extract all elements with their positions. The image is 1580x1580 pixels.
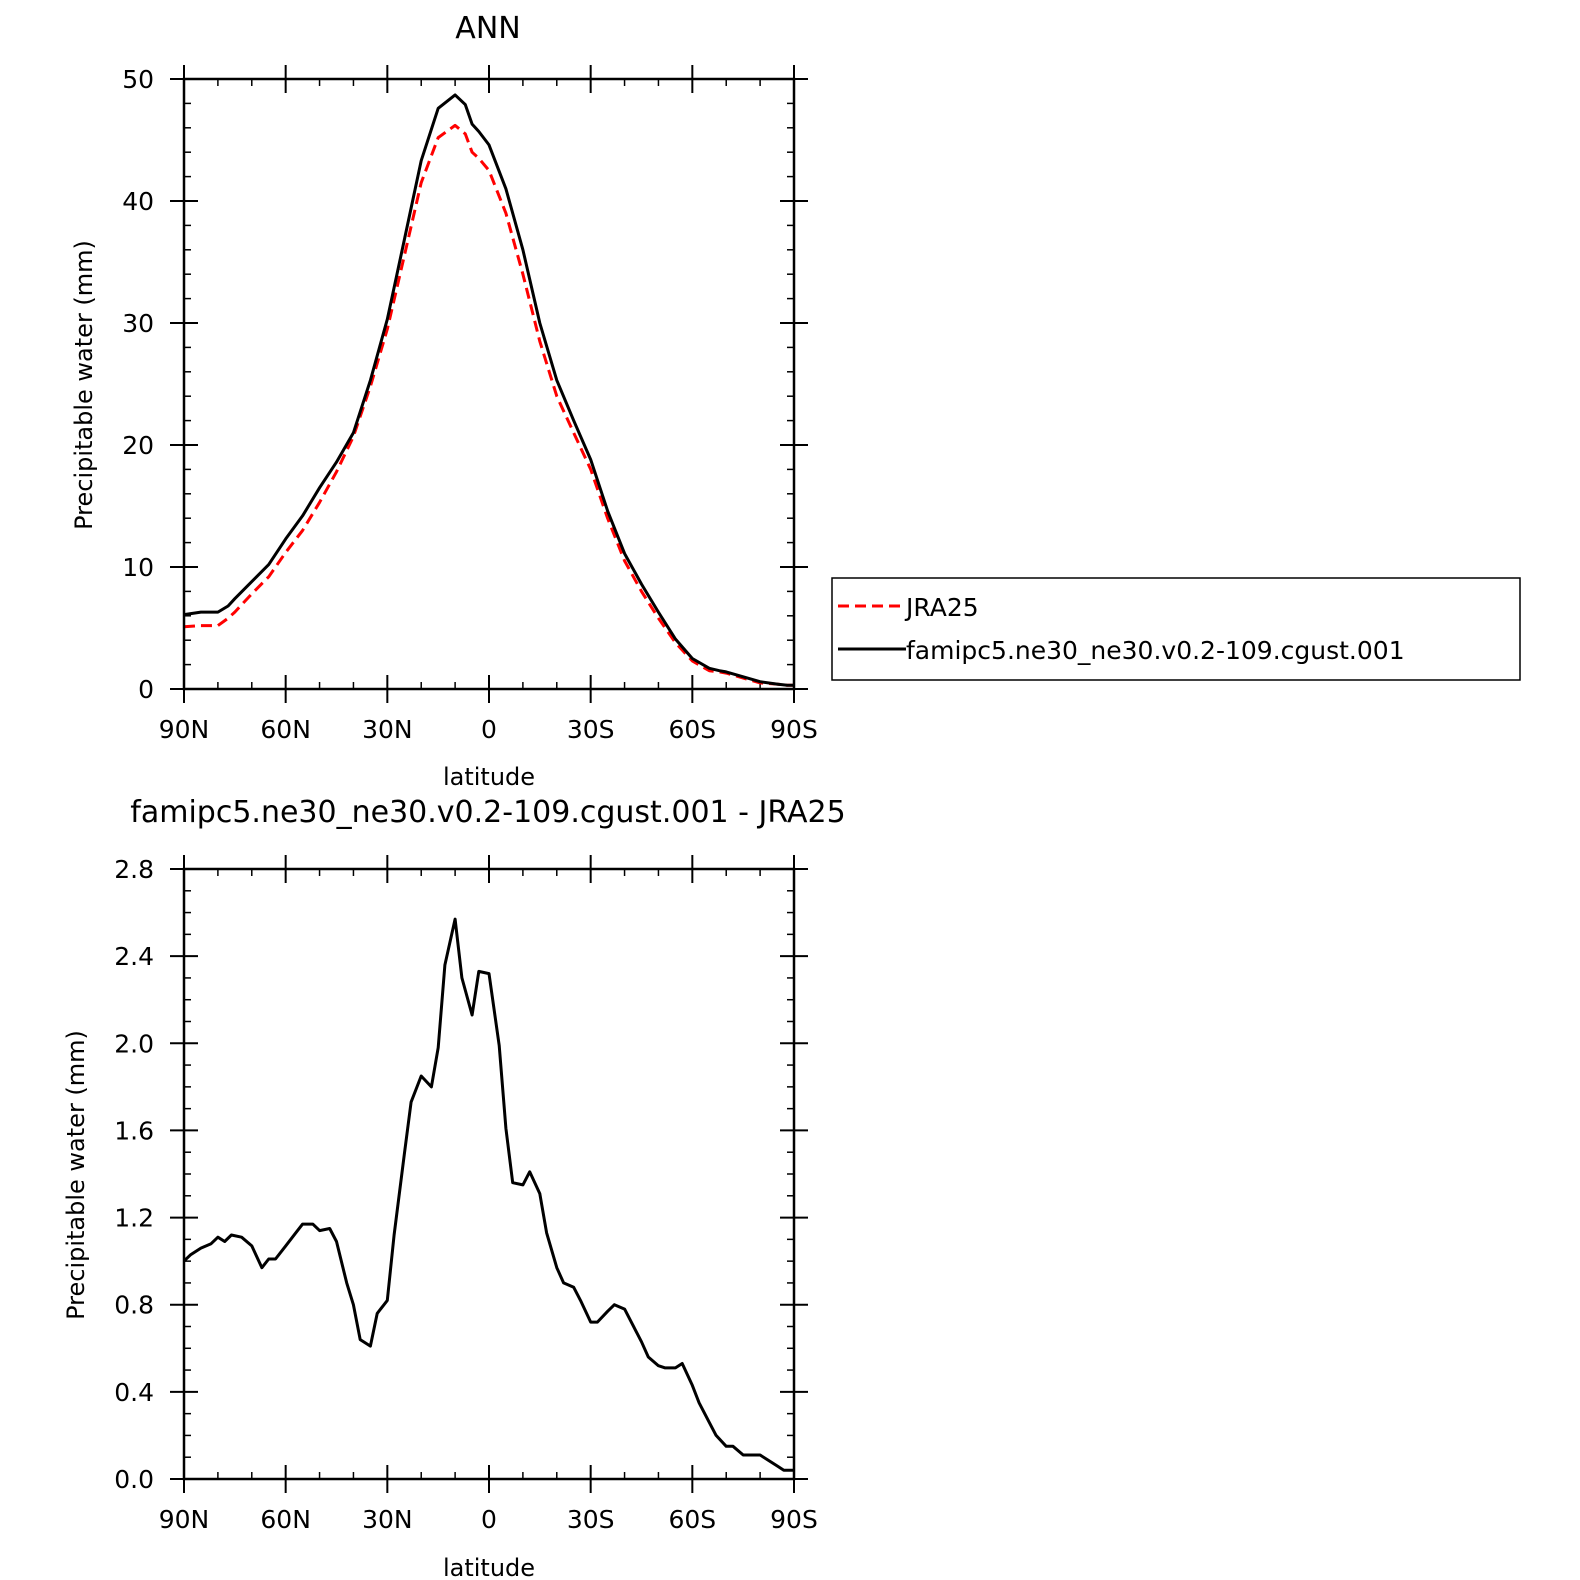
tick-marks bbox=[170, 65, 808, 703]
series-lines bbox=[182, 917, 794, 1472]
x-tick-label: 30S bbox=[567, 715, 615, 744]
x-tick-label: 60N bbox=[260, 715, 311, 744]
x-tick-label: 0 bbox=[481, 1505, 497, 1534]
y-tick-label: 30 bbox=[122, 309, 154, 338]
legend-box bbox=[831, 577, 1521, 681]
legend-label-jra25: JRA25 bbox=[904, 593, 979, 622]
x-tick-labels: 90N 60N 30N 0 30S 60S 90S bbox=[159, 715, 818, 744]
y-tick-labels: 0.0 0.4 0.8 1.2 1.6 2.0 2.4 2.8 bbox=[114, 855, 154, 1494]
y-tick-label: 1.6 bbox=[114, 1116, 154, 1145]
x-tick-labels: 90N 60N 30N 0 30S 60S 90S bbox=[159, 1505, 818, 1534]
x-tick-label: 90N bbox=[159, 715, 210, 744]
series-line-1 bbox=[183, 93, 794, 687]
y-tick-label: 1.2 bbox=[114, 1204, 154, 1233]
x-tick-label: 60S bbox=[668, 1505, 716, 1534]
y-tick-label: 0.4 bbox=[114, 1378, 154, 1407]
y-tick-labels: 0 10 20 30 40 50 bbox=[122, 65, 154, 704]
annual-mean-panel: ANN 0 10 20 30 40 50 90N 60N 30N 0 30S 60S 90S lati… bbox=[70, 11, 1521, 791]
tick-marks bbox=[170, 855, 808, 1493]
y-tick-label: 10 bbox=[122, 553, 154, 582]
x-tick-label: 0 bbox=[481, 715, 497, 744]
plot-frame bbox=[182, 77, 796, 691]
legend: JRA25 famipc5.ne30_ne30.v0.2-109.cgust.0… bbox=[831, 577, 1521, 681]
y-tick-label: 0 bbox=[138, 675, 154, 704]
x-tick-label: 30N bbox=[362, 715, 413, 744]
x-tick-label: 30S bbox=[567, 1505, 615, 1534]
x-tick-label: 90S bbox=[770, 715, 818, 744]
y-axis-label: Precipitable water (mm) bbox=[70, 240, 98, 530]
plot-frame bbox=[182, 867, 796, 1481]
x-axis-label: latitude bbox=[443, 763, 535, 791]
y-tick-label: 20 bbox=[122, 431, 154, 460]
y-tick-label: 40 bbox=[122, 187, 154, 216]
x-tick-label: 60N bbox=[260, 1505, 311, 1534]
y-tick-label: 2.0 bbox=[114, 1029, 154, 1058]
panel-title: famipc5.ne30_ne30.v0.2-109.cgust.001 - J… bbox=[130, 795, 845, 830]
x-tick-label: 30N bbox=[362, 1505, 413, 1534]
y-tick-label: 2.8 bbox=[114, 855, 154, 884]
y-tick-label: 0.8 bbox=[114, 1291, 154, 1320]
series-line-0 bbox=[182, 917, 794, 1472]
x-tick-label: 60S bbox=[668, 715, 716, 744]
y-tick-label: 2.4 bbox=[114, 942, 154, 971]
series-lines bbox=[183, 93, 794, 687]
y-axis-label: Precipitable water (mm) bbox=[62, 1030, 90, 1320]
difference-panel: famipc5.ne30_ne30.v0.2-109.cgust.001 - J… bbox=[62, 795, 846, 1580]
x-tick-label: 90N bbox=[159, 1505, 210, 1534]
legend-label-model: famipc5.ne30_ne30.v0.2-109.cgust.001 bbox=[906, 636, 1405, 665]
panel-title: ANN bbox=[455, 11, 520, 46]
y-tick-label: 0.0 bbox=[114, 1465, 154, 1494]
x-tick-label: 90S bbox=[770, 1505, 818, 1534]
series-line-0 bbox=[183, 123, 794, 687]
x-axis-label: latitude bbox=[443, 1554, 535, 1580]
y-tick-label: 50 bbox=[122, 65, 154, 94]
